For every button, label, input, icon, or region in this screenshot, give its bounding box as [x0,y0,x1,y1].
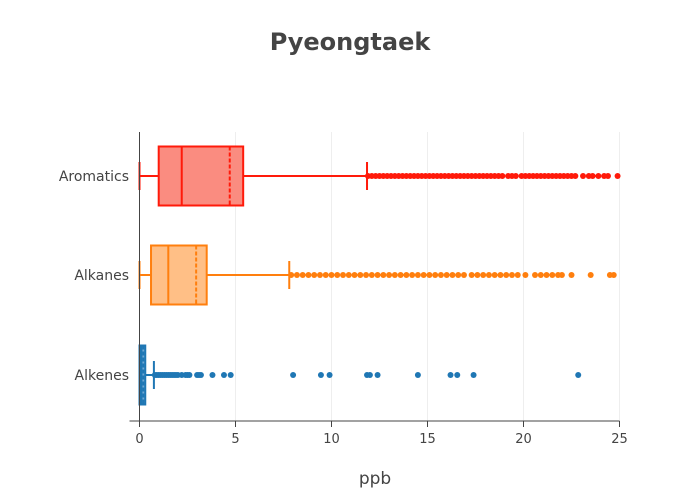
outlier-point [499,173,506,179]
outlier-point [443,272,450,278]
outlier-point [437,272,444,278]
outlier-point [474,272,481,278]
outlier-point [532,272,539,278]
outlier-point [595,173,602,179]
outlier-point [403,272,410,278]
outlier-point [572,173,579,179]
x-tick-label: 25 [611,432,628,447]
outlier-point [368,272,375,278]
outlier-point [311,272,318,278]
outlier-point [386,272,393,278]
outlier-point [549,272,556,278]
x-tick-label: 20 [515,432,532,447]
outlier-point [316,272,323,278]
outlier-point [409,272,416,278]
outlier-point [391,272,398,278]
outlier-point [414,272,421,278]
outlier-point [480,272,487,278]
outlier-point [305,272,312,278]
outlier-point [293,272,300,278]
outlier-point [589,173,596,179]
outlier-point [317,372,324,378]
outlier-point [363,272,370,278]
outlier-point [345,272,352,278]
x-tick-label: 15 [419,432,436,447]
outlier-point [357,272,364,278]
box-aromatics [138,145,621,207]
outlier-point [508,272,515,278]
outlier-point [227,372,234,378]
outlier-point [580,173,587,179]
outlier-point [328,272,335,278]
outlier-point [290,372,297,378]
x-axis-label: ppb [359,469,391,489]
outlier-point [604,173,611,179]
outlier-point [503,272,510,278]
box-alkanes [138,244,617,306]
outlier-point [449,272,456,278]
x-tick-label: 10 [323,432,340,447]
outlier-point [614,173,621,179]
chart-title: Pyeongtaek [270,28,432,56]
outlier-point [220,372,227,378]
x-tick-label: 0 [135,432,143,447]
outlier-point [426,272,433,278]
outlier-point [522,272,529,278]
outlier-point [610,272,617,278]
outlier-point [558,272,565,278]
outlier-point [197,372,204,378]
outlier-point [470,372,477,378]
outlier-point [454,372,461,378]
y-tick-label: Alkenes [75,368,129,384]
outlier-point [537,272,544,278]
outlier-point [334,272,341,278]
outlier-point [468,272,475,278]
outlier-point [299,272,306,278]
y-tick-label: Aromatics [59,169,129,185]
outlier-point [543,272,550,278]
outlier-point [420,272,427,278]
y-tick-label: Alkanes [74,268,129,284]
outlier-point [288,272,295,278]
iqr-box [150,244,208,306]
outlier-point [186,372,193,378]
outlier-point [491,272,498,278]
outlier-point [380,272,387,278]
box-alkenes [138,344,582,406]
outlier-point [587,272,594,278]
outlier-point [340,272,347,278]
outlier-point [497,272,504,278]
outlier-point [351,272,358,278]
outlier-point [374,372,381,378]
outlier-point [575,372,582,378]
outlier-point [397,272,404,278]
x-tick-label: 5 [231,432,239,447]
outlier-point [374,272,381,278]
outlier-point [485,272,492,278]
outlier-point [322,272,329,278]
outlier-point [512,173,519,179]
outlier-point [326,372,333,378]
outlier-point [460,272,467,278]
outlier-point [568,272,575,278]
outlier-point [414,372,421,378]
outlier-point [209,372,216,378]
outlier-point [366,372,373,378]
outlier-point [447,372,454,378]
outlier-point [455,272,462,278]
outlier-point [432,272,439,278]
outlier-point [514,272,521,278]
